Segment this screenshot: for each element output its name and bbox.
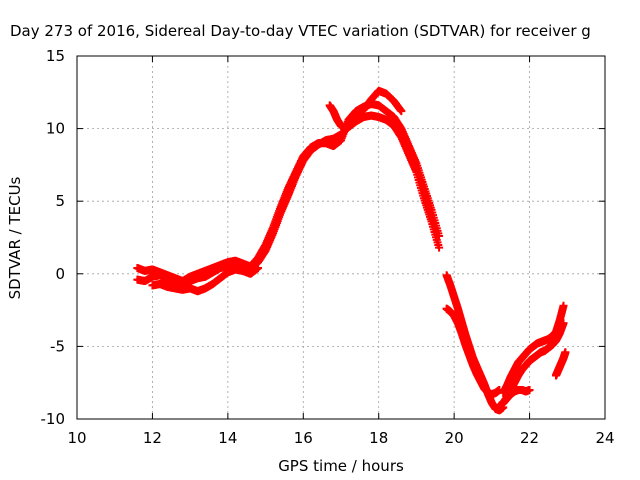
y-tick-label: -5 xyxy=(50,337,65,355)
ticks-layer: 10 12 14 16 18 20 22 24 -10 -5 0 5 10 15 xyxy=(41,47,615,447)
data-points-layer xyxy=(133,86,570,415)
y-tick-label: 15 xyxy=(46,47,65,65)
y-tick-label: 0 xyxy=(55,265,65,283)
chart-title: Day 273 of 2016, Sidereal Day-to-day VTE… xyxy=(10,22,591,40)
data-point xyxy=(559,301,568,310)
series-trace-peak-upper xyxy=(325,86,406,133)
series-trace-end-segment xyxy=(551,348,570,380)
data-point xyxy=(525,385,534,394)
series-trace-recovery-a xyxy=(499,301,568,397)
series-trace-recovery-c xyxy=(495,385,534,410)
x-tick-label: 14 xyxy=(218,429,237,447)
y-tick-label: 5 xyxy=(55,192,65,210)
x-axis-title: GPS time / hours xyxy=(278,457,404,475)
data-point xyxy=(561,348,570,357)
data-point xyxy=(254,263,263,272)
series-trace-descent-b xyxy=(442,304,504,399)
y-axis-title: SDTVAR / TECUs xyxy=(6,176,24,299)
x-tick-label: 12 xyxy=(143,429,162,447)
series-trace-offset xyxy=(133,99,444,286)
x-tick-label: 18 xyxy=(369,429,388,447)
series-trace-main xyxy=(133,111,444,288)
data-point xyxy=(435,232,444,241)
series-trace-low xyxy=(148,263,263,296)
y-tick-label: 10 xyxy=(46,120,65,138)
y-tick-label: -10 xyxy=(41,410,66,428)
x-tick-label: 20 xyxy=(445,429,464,447)
plot-frame xyxy=(76,55,606,420)
x-tick-label: 22 xyxy=(520,429,539,447)
x-tick-label: 24 xyxy=(595,429,614,447)
x-tick-label: 10 xyxy=(67,429,86,447)
x-tick-label: 16 xyxy=(294,429,313,447)
data-point xyxy=(397,107,406,116)
data-point xyxy=(559,319,568,328)
data-point xyxy=(435,243,444,252)
